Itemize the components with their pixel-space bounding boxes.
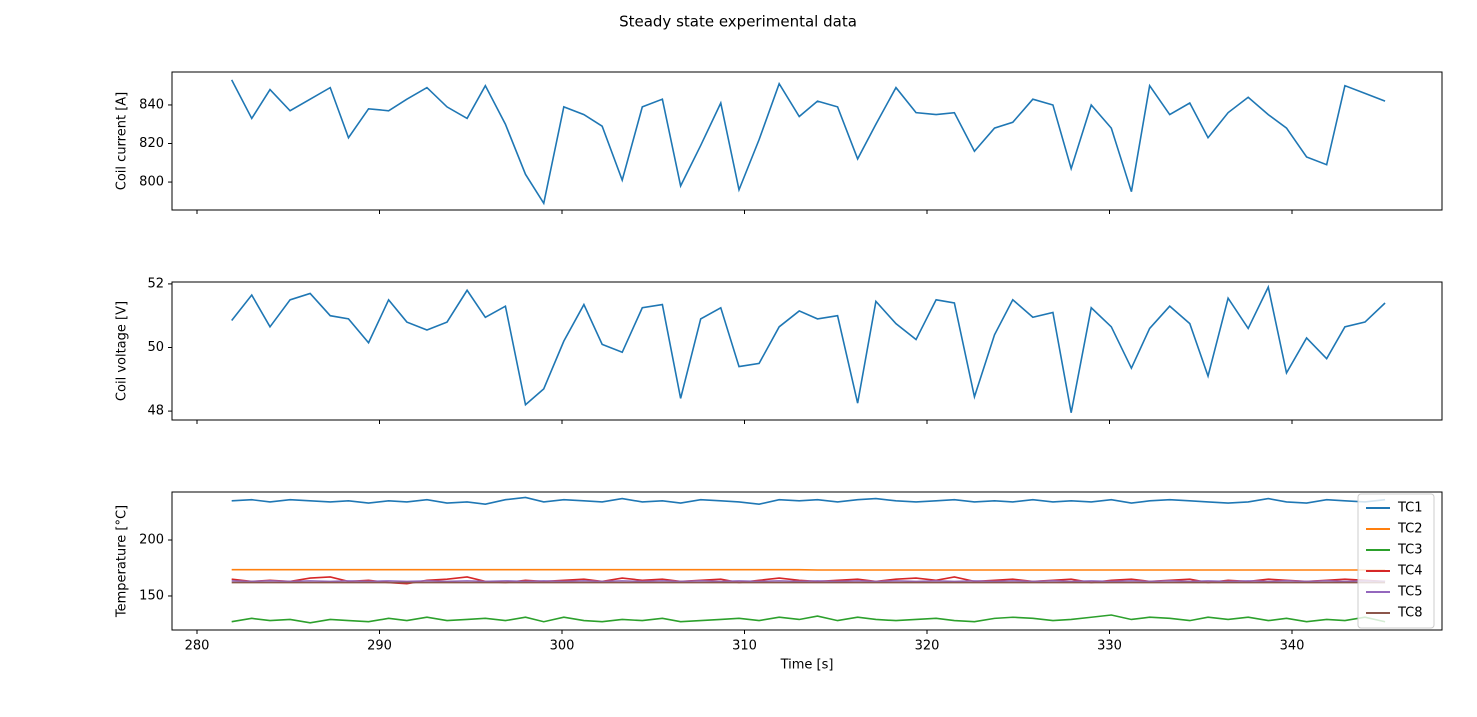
x-tick-label: 320 [915, 639, 940, 654]
y-axis-label: Coil current [A] [115, 92, 130, 190]
x-tick-label: 300 [550, 639, 575, 654]
data-line [231, 580, 1386, 583]
y-tick-label: 800 [139, 175, 164, 190]
legend-label: TC2 [1397, 522, 1423, 537]
figure-title: Steady state experimental data [619, 13, 857, 31]
data-line [231, 614, 1386, 624]
axes-frame [171, 491, 1443, 631]
x-tick-label: 330 [1097, 639, 1122, 654]
x-tick-label: 310 [732, 639, 757, 654]
x-axis-label: Time [s] [780, 658, 834, 673]
y-tick-label: 50 [147, 340, 164, 355]
legend-label: TC1 [1397, 501, 1423, 516]
legend-label: TC5 [1397, 585, 1423, 600]
y-tick-label: 150 [139, 588, 164, 603]
y-axis-label: Temperature [°C] [115, 505, 130, 618]
data-line [231, 284, 1386, 413]
legend-box [1357, 493, 1435, 629]
y-tick-label: 200 [139, 533, 164, 548]
x-tick-label: 290 [367, 639, 392, 654]
data-line [230, 79, 1386, 206]
y-tick-label: 820 [139, 136, 164, 151]
x-tick-label: 340 [1280, 639, 1305, 654]
legend-label: TC8 [1397, 606, 1423, 621]
y-axis-label: Coil voltage [V] [115, 301, 130, 401]
y-tick-label: 840 [139, 97, 164, 112]
axes-frame [171, 281, 1443, 421]
y-tick-label: 52 [147, 276, 164, 291]
legend-label: TC4 [1397, 564, 1423, 579]
axes-frame [171, 71, 1443, 211]
data-line [231, 496, 1386, 506]
y-tick-label: 48 [147, 404, 164, 419]
x-tick-label: 280 [185, 639, 210, 654]
legend-label: TC3 [1397, 543, 1423, 558]
